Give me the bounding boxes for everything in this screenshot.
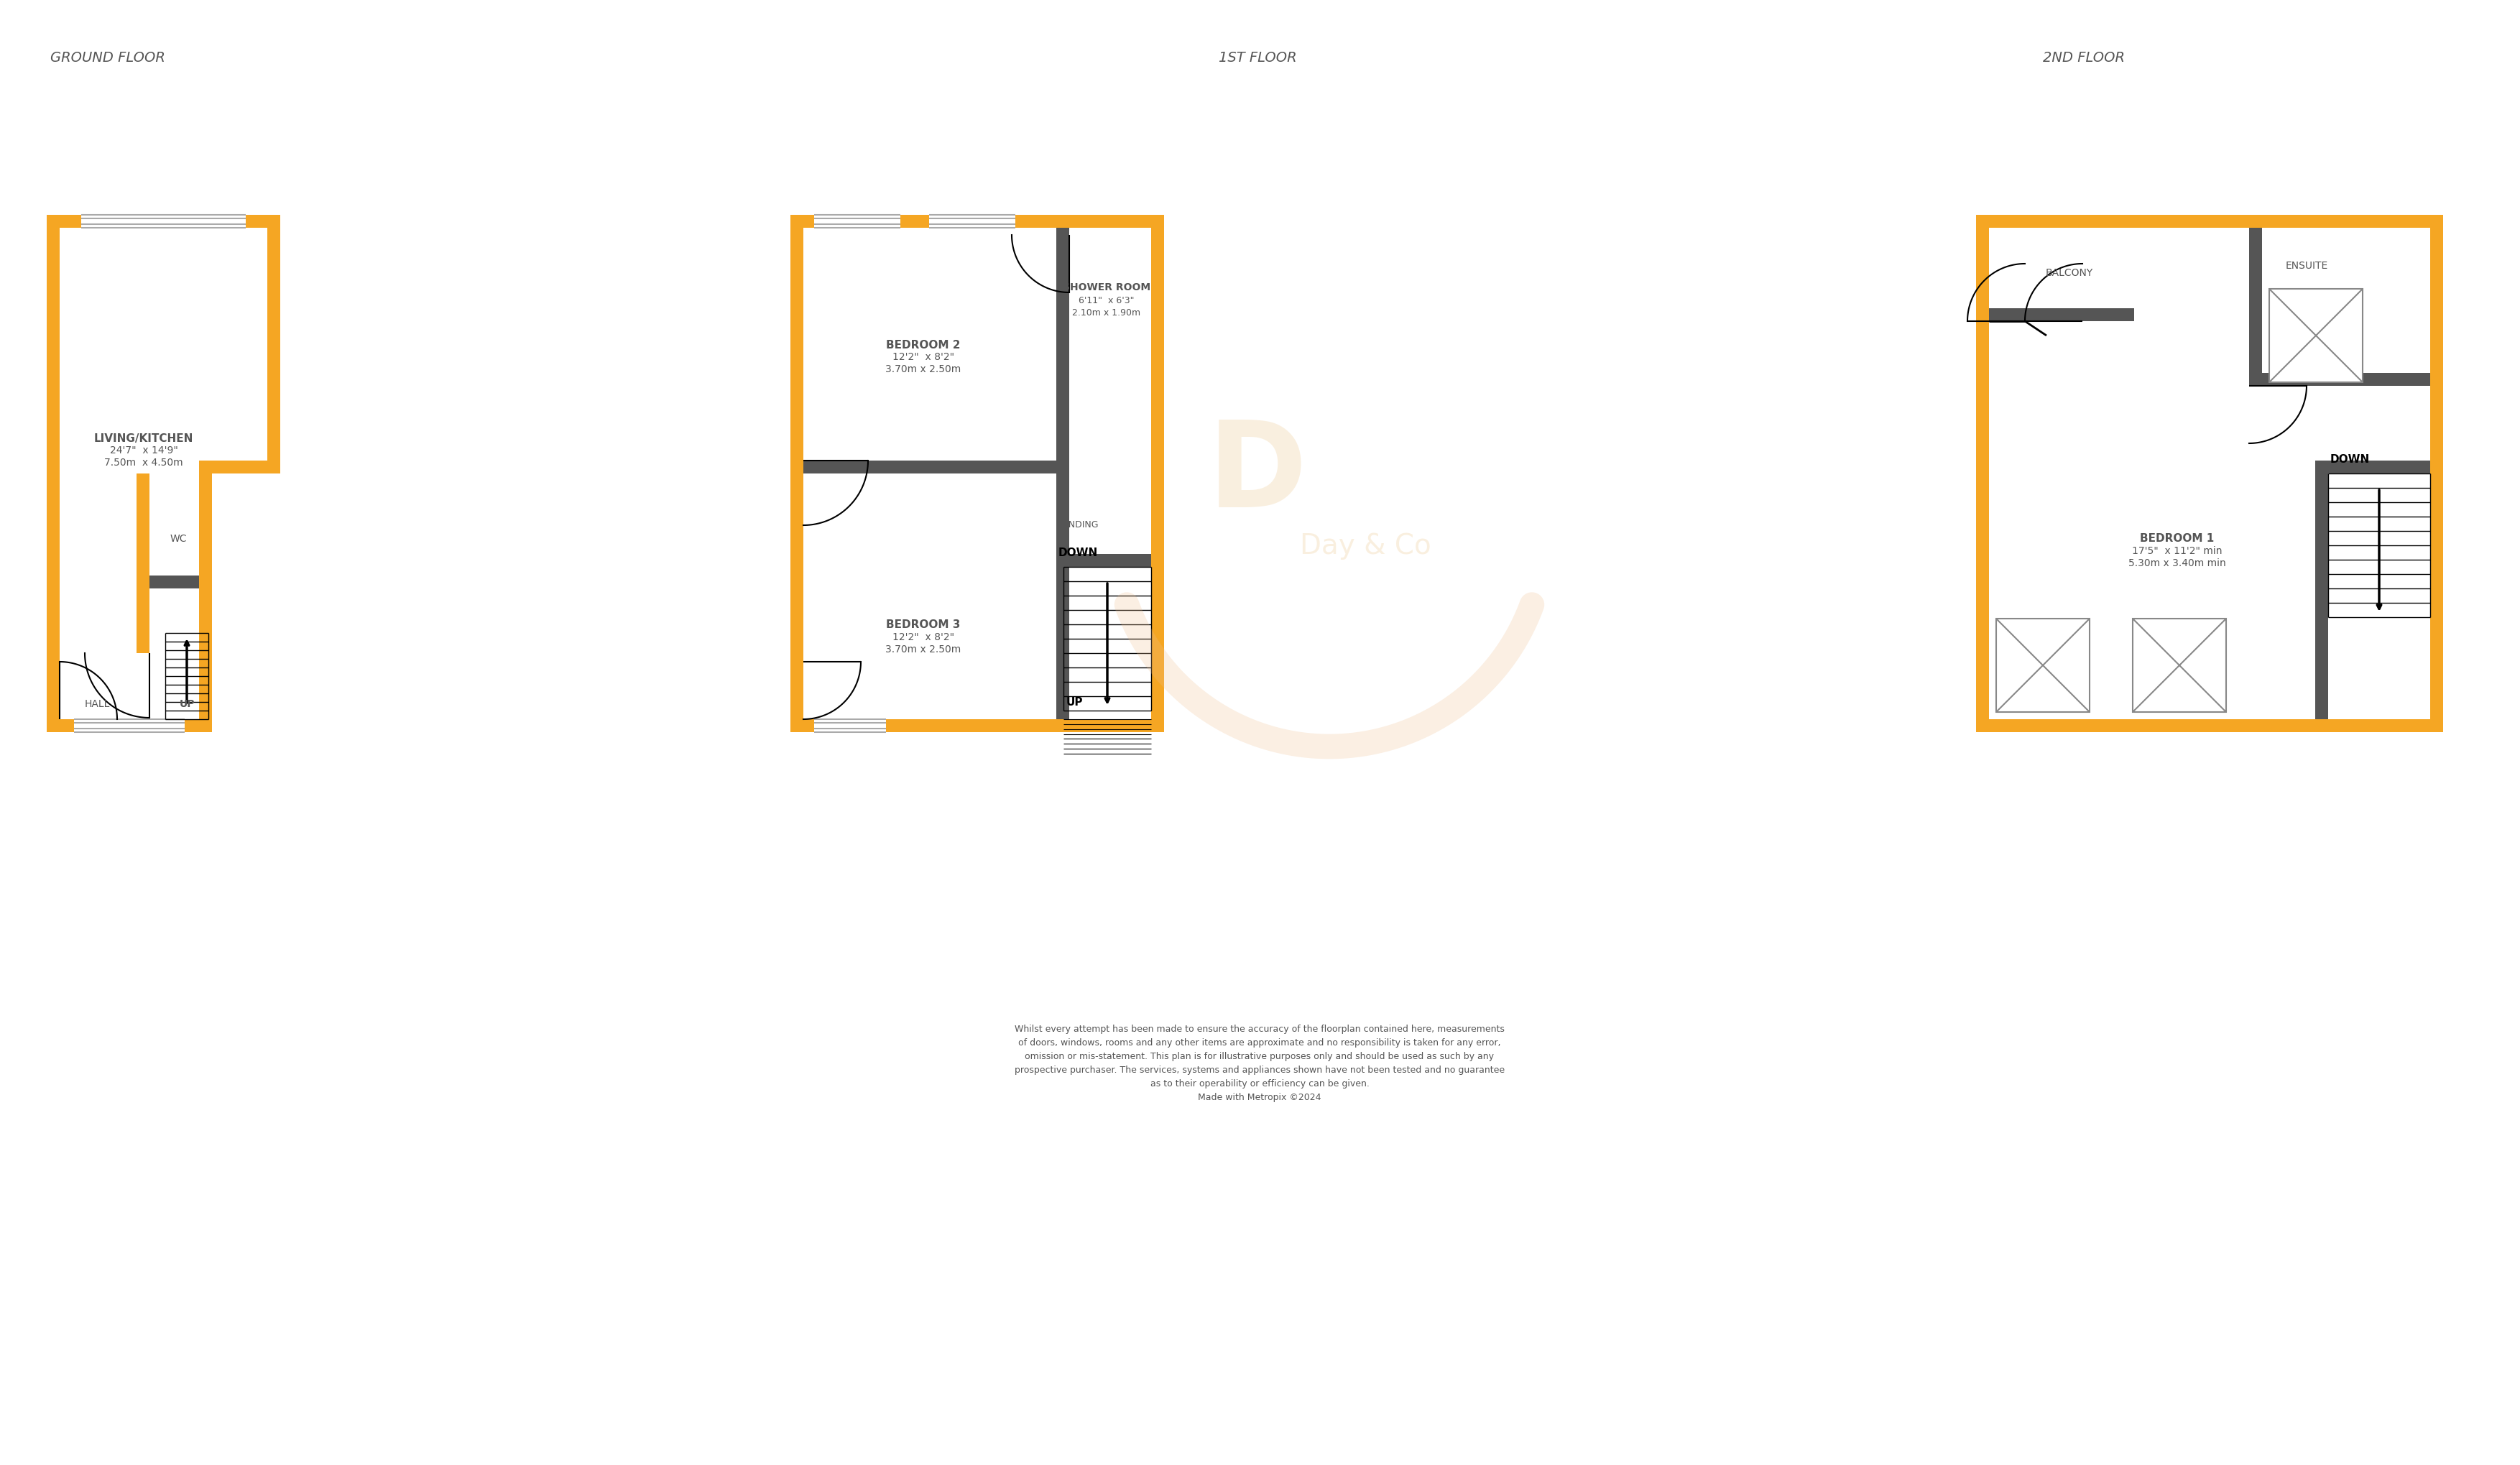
Bar (1988, 309, 2134, 322)
Text: BALCONY: BALCONY (2046, 268, 2094, 278)
Bar (1976, 215, 2442, 229)
Bar (2250, 229, 2263, 387)
Bar (136, 475, 149, 653)
Text: 12'2"  x 8'2": 12'2" x 8'2" (892, 631, 955, 642)
Text: GROUND FLOOR: GROUND FLOOR (50, 51, 166, 64)
Bar (48, 215, 60, 732)
Text: HALL: HALL (83, 699, 111, 709)
Text: BEDROOM 3: BEDROOM 3 (887, 620, 960, 630)
Text: BEDROOM 1: BEDROOM 1 (2139, 533, 2215, 544)
Text: 2.10m x 1.90m: 2.10m x 1.90m (1074, 308, 1142, 316)
Bar (814, 719, 887, 732)
Text: SHOWER ROOM: SHOWER ROOM (1063, 283, 1152, 293)
Bar (267, 215, 280, 475)
Bar (2316, 475, 2328, 719)
Bar (81, 215, 247, 229)
Bar (2429, 215, 2442, 732)
Text: 3.70m x 2.50m: 3.70m x 2.50m (885, 645, 960, 655)
Text: 7.50m  x 4.50m: 7.50m x 4.50m (103, 457, 184, 467)
Bar (791, 719, 1164, 732)
Text: 2ND FLOOR: 2ND FLOOR (2044, 51, 2124, 64)
Bar (1976, 215, 2134, 229)
Text: Whilst every attempt has been made to ensure the accuracy of the floorplan conta: Whilst every attempt has been made to en… (1016, 1024, 1504, 1102)
Bar (1152, 215, 1164, 732)
Text: DOWN: DOWN (1058, 548, 1099, 558)
Bar (2268, 290, 2364, 382)
Bar (48, 719, 212, 732)
Text: 5.30m x 3.40m min: 5.30m x 3.40m min (2129, 558, 2225, 568)
Text: 6'11"  x 6'3": 6'11" x 6'3" (1079, 296, 1134, 305)
Bar (1056, 554, 1152, 567)
Bar (199, 461, 212, 732)
Text: BEDROOM 2: BEDROOM 2 (887, 340, 960, 350)
Text: LIVING/KITCHEN: LIVING/KITCHEN (93, 432, 194, 444)
Bar (1976, 719, 2442, 732)
Text: Day & Co: Day & Co (1300, 532, 1431, 560)
Bar (73, 719, 184, 732)
Bar (2250, 374, 2429, 387)
Text: 3.70m x 2.50m: 3.70m x 2.50m (885, 365, 960, 374)
Text: 1ST FLOOR: 1ST FLOOR (1220, 51, 1295, 64)
Text: 17'5"  x 11'2" min: 17'5" x 11'2" min (2132, 546, 2223, 555)
Text: UP: UP (179, 699, 194, 709)
Text: 24'7"  x 14'9": 24'7" x 14'9" (111, 445, 179, 456)
Bar (930, 215, 1016, 229)
Text: 12'2"  x 8'2": 12'2" x 8'2" (892, 352, 955, 362)
Bar (48, 215, 280, 229)
Bar (136, 576, 199, 589)
Bar (804, 461, 1056, 475)
Bar (791, 215, 804, 732)
Text: UP: UP (1066, 697, 1084, 708)
Bar (1976, 215, 1988, 732)
Text: LANDING: LANDING (1058, 520, 1099, 529)
Bar (2132, 620, 2225, 712)
Bar (791, 215, 1164, 229)
Text: DOWN: DOWN (2331, 454, 2369, 464)
Bar (199, 461, 280, 475)
Bar (1056, 229, 1068, 719)
Text: D: D (1207, 416, 1308, 532)
Text: ENSUITE: ENSUITE (2286, 261, 2328, 271)
Bar (2316, 461, 2429, 475)
Bar (1996, 620, 2089, 712)
Bar (814, 215, 900, 229)
Text: WC: WC (169, 533, 186, 544)
